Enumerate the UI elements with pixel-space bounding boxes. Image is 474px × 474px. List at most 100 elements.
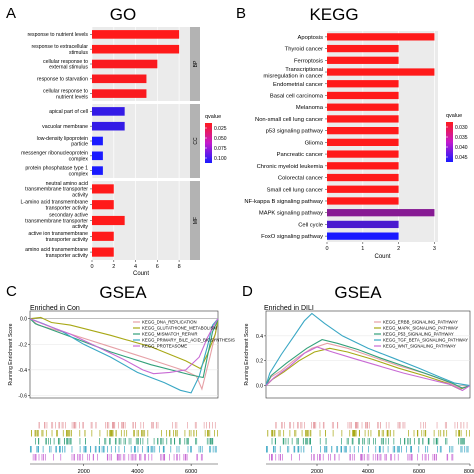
go-category-label: amino acid transmembrane transporter acti… [25, 247, 88, 259]
kegg-bar [327, 33, 435, 41]
kegg-bar [327, 209, 435, 217]
go-legend-title: qvalue [205, 114, 221, 120]
go-colorbar-label: 0.100 [214, 156, 227, 162]
go-category-label: vacuolar membrane [42, 124, 88, 130]
gsea-dili-y-tick-label: 0.0 [256, 384, 263, 390]
panel-title-c: GSEA [99, 283, 147, 302]
gsea-dili-x-tick-label: 6000 [413, 469, 425, 474]
kegg-category-label: Non-small cell lung cancer [255, 117, 323, 123]
kegg-category-label: MAPK signaling pathway [259, 211, 323, 217]
kegg-bar [327, 197, 399, 205]
kegg-bar [327, 185, 399, 193]
go-facet-strip [190, 104, 200, 178]
kegg-category-label: NF-kappa B signaling pathway [244, 199, 323, 205]
gsea-dili-legend-label: KEGG_P53_SIGNALING_PATHWAY [383, 332, 454, 337]
go-category-label: cellular response to nutrient levels [43, 89, 88, 101]
kegg-bar [327, 80, 399, 88]
go-bar [92, 107, 125, 116]
kegg-bar [327, 56, 399, 64]
kegg-bar [327, 127, 399, 135]
go-bar [92, 200, 114, 210]
gsea-con-series-line [29, 316, 219, 370]
go-bar [92, 166, 103, 175]
kegg-category-label: Basal cell carcinoma [270, 94, 324, 100]
gsea-con-x-tick-label: 6000 [185, 469, 197, 474]
kegg-bar [327, 138, 399, 146]
gsea-dili-y-tick-label: 0.2 [256, 359, 263, 365]
kegg-category-label: Endometrial cancer [273, 82, 323, 88]
kegg-bar [327, 150, 399, 158]
kegg-x-tick-label: 1 [361, 246, 364, 252]
panel-subtitle-c: Enriched in Con [30, 305, 80, 312]
gsea-dili-legend-label: KEGG_ERBB_SIGNALING_PATHWAY [383, 320, 458, 325]
go-x-axis-title: Count [133, 271, 149, 277]
kegg-colorbar [446, 122, 453, 162]
kegg-bar [327, 103, 399, 111]
go-x-tick-label: 2 [112, 264, 115, 270]
gsea-con-y-axis-title: Running Enrichment Score [8, 323, 14, 385]
gsea-dili-series-line [265, 339, 471, 389]
gsea-dili-series-line [265, 346, 471, 392]
go-category-label: active ion transmembrane transporter acti… [28, 231, 88, 243]
kegg-bar [327, 91, 399, 100]
go-colorbar-label: 0.025 [214, 126, 227, 132]
go-colorbar [205, 123, 212, 163]
kegg-bar [327, 115, 399, 123]
kegg-bar [327, 232, 399, 240]
go-x-tick-label: 0 [90, 264, 93, 270]
go-bar [92, 89, 147, 98]
gsea-dili-x-tick-label: 4000 [362, 469, 374, 474]
go-facet-strip-label: BP [193, 60, 199, 67]
kegg-bar [327, 173, 399, 182]
kegg-bar [327, 220, 399, 229]
go-category-label: cellular response to external stimulus [43, 59, 88, 71]
go-category-label: response to extracellular stimulus [31, 44, 88, 56]
gsea-con-legend-label: KEGG_GLUTATHIONE_METABOLISM [142, 326, 217, 331]
gsea-con-y-tick-label: -0.2 [18, 342, 27, 348]
gsea-con-y-tick-label: -0.4 [18, 368, 27, 374]
go-category-label: messenger ribonucleoprotein complex [21, 151, 88, 163]
panel-title-a: GO [110, 5, 136, 24]
gsea-con-y-tick-label: 0.0 [20, 317, 27, 323]
gsea-dili-y-axis-title: Running Enrichment Score [244, 323, 250, 385]
gsea-dili-series-line [265, 347, 471, 390]
gsea-con-series-line [29, 318, 219, 379]
gsea-con-plot-frame [29, 310, 219, 399]
gsea-con-series-line [29, 318, 219, 391]
gsea-con-legend-label: KEGG_MISMATCH_REPAIR [142, 332, 197, 337]
kegg-colorbar-label: 0.035 [455, 135, 468, 141]
go-category-label: L-amino acid transmembrane transporter ac… [21, 200, 89, 212]
kegg-category-label: Small cell lung cancer [267, 187, 323, 193]
kegg-category-label: FoxO signaling pathway [261, 234, 323, 240]
go-category-label: response to nutrient levels [27, 32, 88, 38]
panel-title-d: GSEA [334, 283, 382, 302]
go-colorbar-label: 0.075 [214, 146, 227, 152]
go-bar [92, 215, 125, 226]
go-category-label: neutral amino acid transmembrane transpor… [25, 181, 88, 199]
panel-letter-c: C [6, 283, 17, 300]
go-bar [92, 74, 147, 84]
go-category-label: low-density lipoprotein particle [37, 136, 88, 148]
kegg-category-label: Pancreatic cancer [277, 152, 323, 158]
go-category-label: apical part of cell [49, 109, 88, 115]
gsea-dili-y-tick-label: 0.4 [256, 334, 263, 340]
gsea-con-legend-label: KEGG_PRIMARY_BILE_ACID_BIOSYNTHESIS [142, 338, 235, 343]
go-bar [92, 184, 114, 194]
go-bar [92, 30, 180, 39]
go-facet-strip [190, 181, 200, 260]
kegg-bar [327, 44, 399, 53]
kegg-bar [327, 68, 435, 76]
go-bar [92, 136, 103, 146]
go-x-tick-label: 6 [156, 264, 159, 270]
chart-go: BP response to nutrient levels response to… [21, 27, 227, 277]
go-facet-strip-label: CC [193, 137, 199, 145]
kegg-legend-title: qvalue [446, 113, 462, 119]
kegg-x-axis-title: Count [374, 254, 390, 260]
go-bar [92, 151, 103, 161]
kegg-colorbar-label: 0.030 [455, 125, 468, 131]
panel-letter-d: D [242, 283, 253, 300]
panel-title-b: KEGG [309, 5, 358, 24]
go-category-label: protein phosphatase type 1 complex [25, 166, 88, 178]
chart-kegg: Apoptosis Thyroid cancer Ferroptosis Transc… [244, 31, 468, 260]
